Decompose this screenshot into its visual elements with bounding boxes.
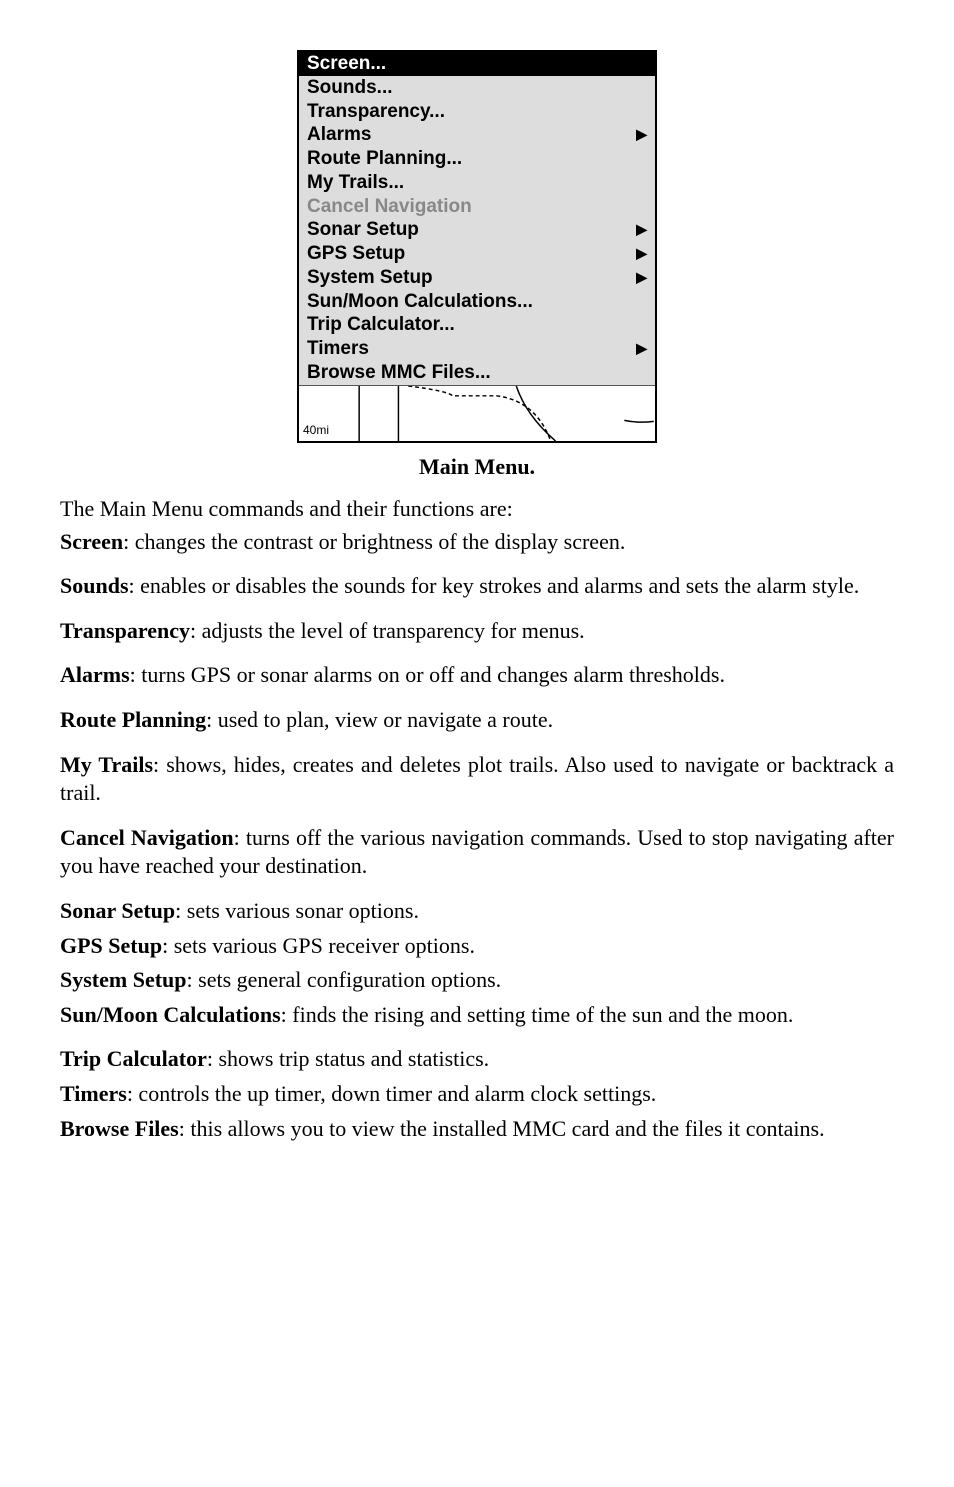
menu-item-label: My Trails... — [307, 171, 404, 195]
submenu-arrow-icon: ▶ — [636, 269, 647, 287]
menu-item-label: Trip Calculator... — [307, 313, 455, 337]
definition-text: : sets various GPS receiver options. — [162, 933, 475, 958]
definition-entry: My Trails: shows, hides, creates and del… — [60, 751, 894, 808]
definition-entry: Trip Calculator: shows trip status and s… — [60, 1045, 894, 1074]
definition-term: Alarms — [60, 662, 130, 687]
definition-entry: System Setup: sets general configuration… — [60, 966, 894, 995]
definition-text: : turns GPS or sonar alarms on or off an… — [130, 662, 725, 687]
menu-item-label: Route Planning... — [307, 147, 462, 171]
definition-term: Screen — [60, 529, 123, 554]
definitions-list: Screen: changes the contrast or brightne… — [60, 528, 894, 1144]
definition-term: Cancel Navigation — [60, 825, 234, 850]
definition-term: Timers — [60, 1081, 127, 1106]
definition-term: GPS Setup — [60, 933, 162, 958]
submenu-arrow-icon: ▶ — [636, 340, 647, 358]
menu-list: Screen...Sounds...Transparency...Alarms ▶… — [299, 52, 655, 385]
menu-screenshot: Screen...Sounds...Transparency...Alarms ▶… — [297, 50, 657, 443]
definition-text: : enables or disables the sounds for key… — [129, 573, 860, 598]
menu-item[interactable]: Browse MMC Files... — [299, 361, 655, 385]
definition-entry: Timers: controls the up timer, down time… — [60, 1080, 894, 1109]
definition-term: Browse Files — [60, 1116, 179, 1141]
menu-item[interactable]: GPS Setup ▶ — [299, 242, 655, 266]
definition-text: : adjusts the level of transparency for … — [190, 618, 585, 643]
submenu-arrow-icon: ▶ — [636, 245, 647, 263]
definition-entry: Alarms: turns GPS or sonar alarms on or … — [60, 661, 894, 690]
menu-item[interactable]: Trip Calculator... — [299, 313, 655, 337]
definition-text: : sets general configuration options. — [187, 967, 502, 992]
definition-text: : shows, hides, creates and deletes plot… — [60, 752, 894, 806]
definition-entry: Transparency: adjusts the level of trans… — [60, 617, 894, 646]
menu-item-label: Transparency... — [307, 100, 445, 124]
definition-term: Transparency — [60, 618, 190, 643]
menu-item-label: Sonar Setup — [307, 218, 419, 242]
submenu-arrow-icon: ▶ — [636, 126, 647, 144]
menu-item-label: Browse MMC Files... — [307, 361, 491, 385]
menu-item-label: Alarms — [307, 123, 371, 147]
definition-entry: Browse Files: this allows you to view th… — [60, 1115, 894, 1144]
map-scale-label: 40mi — [303, 423, 329, 439]
menu-item-label: Sun/Moon Calculations... — [307, 290, 533, 314]
definition-entry: Sonar Setup: sets various sonar options. — [60, 897, 894, 926]
menu-item[interactable]: Transparency... — [299, 100, 655, 124]
definition-text: : changes the contrast or brightness of … — [123, 529, 625, 554]
menu-item-label: Timers — [307, 337, 369, 361]
menu-item[interactable]: Cancel Navigation — [299, 195, 655, 219]
definition-text: : used to plan, view or navigate a route… — [206, 707, 553, 732]
menu-item[interactable]: My Trails... — [299, 171, 655, 195]
menu-item[interactable]: Timers ▶ — [299, 337, 655, 361]
definition-term: My Trails — [60, 752, 153, 777]
menu-item-label: Screen... — [307, 52, 386, 76]
definition-entry: Sounds: enables or disables the sounds f… — [60, 572, 894, 601]
menu-item[interactable]: Sounds... — [299, 76, 655, 100]
map-preview: 40mi — [299, 385, 655, 441]
menu-item[interactable]: Sun/Moon Calculations... — [299, 290, 655, 314]
menu-item[interactable]: Route Planning... — [299, 147, 655, 171]
definition-text: : this allows you to view the installed … — [179, 1116, 825, 1141]
definition-term: Trip Calculator — [60, 1046, 207, 1071]
menu-item[interactable]: Sonar Setup ▶ — [299, 218, 655, 242]
submenu-arrow-icon: ▶ — [636, 221, 647, 239]
definition-entry: Cancel Navigation: turns off the various… — [60, 824, 894, 881]
definition-text: : sets various sonar options. — [175, 898, 419, 923]
definition-text: : controls the up timer, down timer and … — [127, 1081, 656, 1106]
map-lines-icon — [299, 386, 655, 441]
definition-text: : finds the rising and setting time of t… — [281, 1002, 794, 1027]
figure-caption: Main Menu. — [60, 453, 894, 482]
definition-entry: Sun/Moon Calculations: finds the rising … — [60, 1001, 894, 1030]
intro-text: The Main Menu commands and their functio… — [60, 495, 894, 524]
definition-term: System Setup — [60, 967, 187, 992]
definition-term: Route Planning — [60, 707, 206, 732]
menu-item[interactable]: Alarms ▶ — [299, 123, 655, 147]
definition-entry: Screen: changes the contrast or brightne… — [60, 528, 894, 557]
definition-entry: GPS Setup: sets various GPS receiver opt… — [60, 932, 894, 961]
menu-item-label: Sounds... — [307, 76, 393, 100]
menu-item-label: Cancel Navigation — [307, 195, 472, 219]
menu-item[interactable]: System Setup ▶ — [299, 266, 655, 290]
menu-item-label: GPS Setup — [307, 242, 405, 266]
definition-entry: Route Planning: used to plan, view or na… — [60, 706, 894, 735]
menu-item-label: System Setup — [307, 266, 433, 290]
menu-item[interactable]: Screen... — [299, 52, 655, 76]
definition-text: : shows trip status and statistics. — [207, 1046, 489, 1071]
definition-term: Sun/Moon Calculations — [60, 1002, 281, 1027]
definition-term: Sonar Setup — [60, 898, 175, 923]
definition-term: Sounds — [60, 573, 129, 598]
